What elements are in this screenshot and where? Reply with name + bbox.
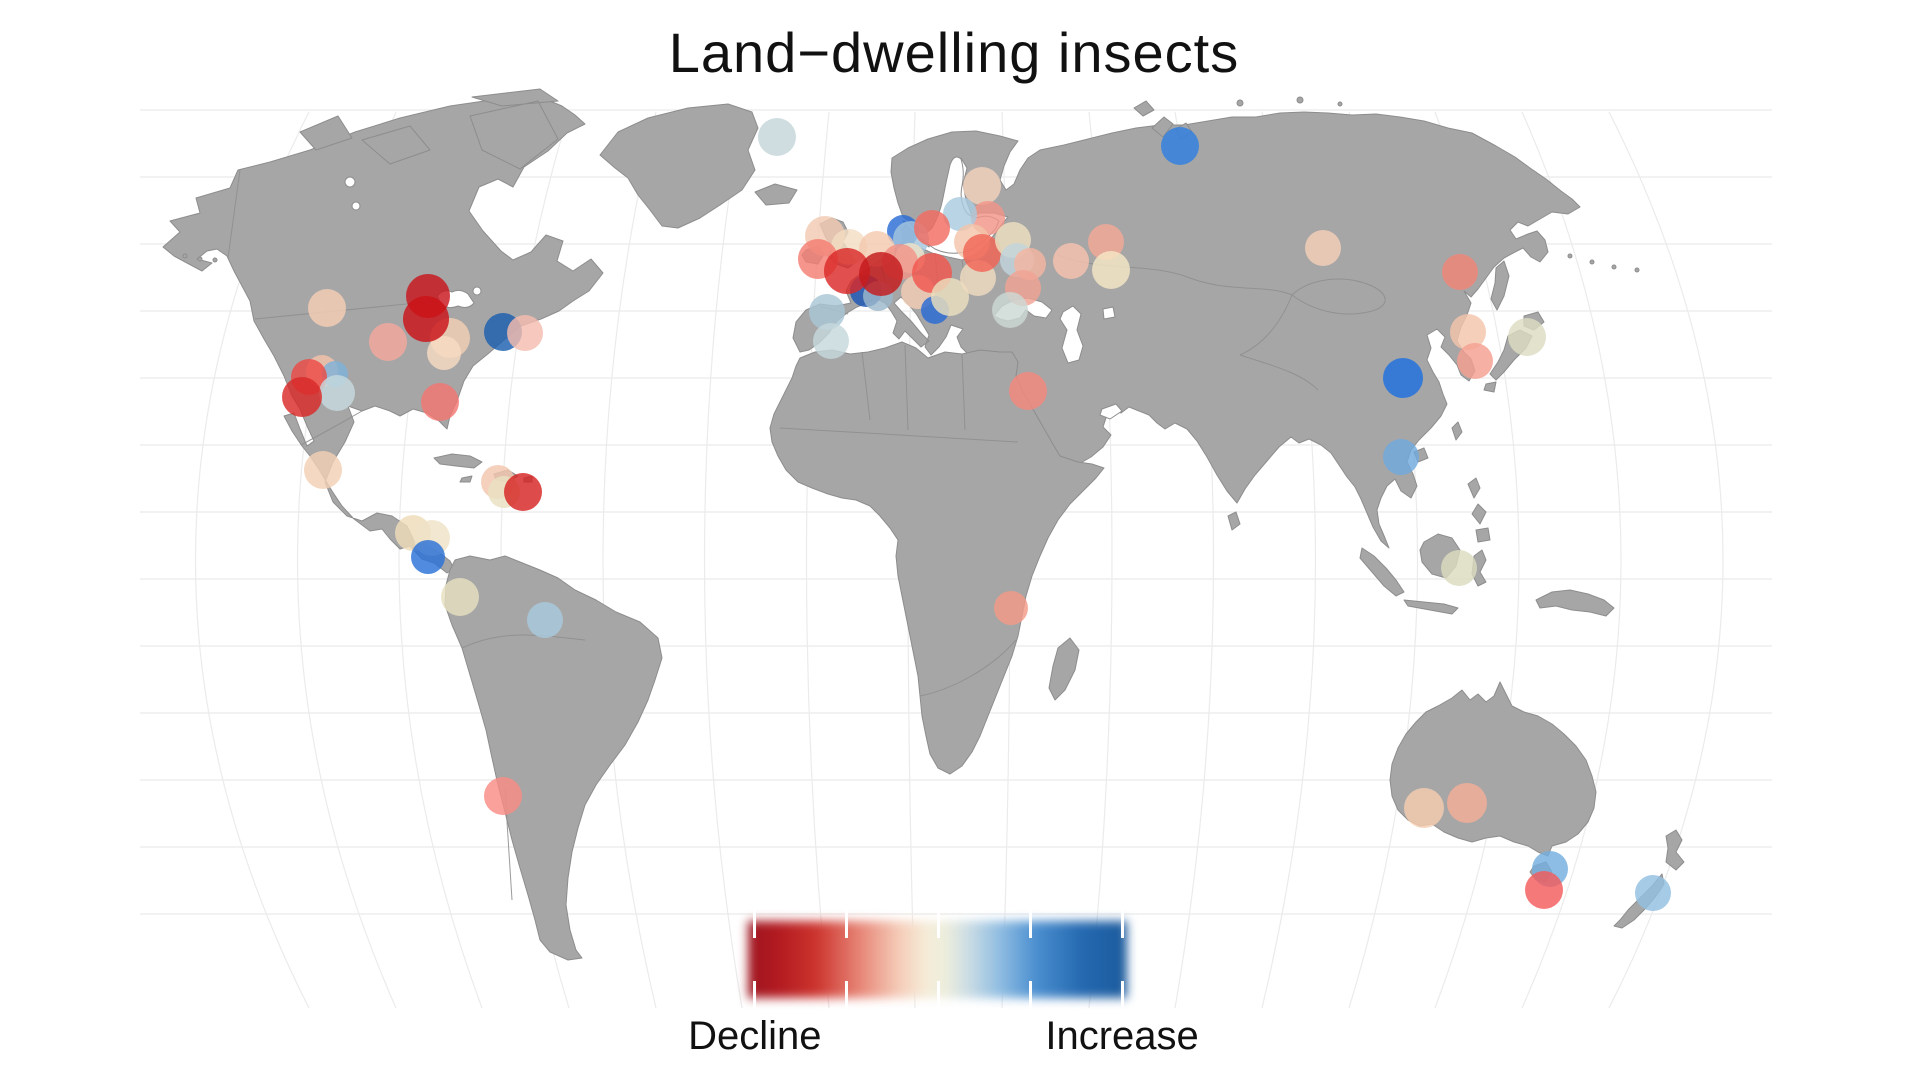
meridian-line: [602, 111, 657, 1009]
new-guinea: [1535, 589, 1615, 617]
aleutian-speck: [1634, 267, 1640, 273]
sumatra: [1359, 547, 1405, 597]
data-point: [931, 278, 969, 316]
data-point: [1092, 251, 1130, 289]
data-point: [758, 118, 796, 156]
data-point: [308, 289, 346, 327]
data-point: [1383, 439, 1419, 475]
island-speck: [1296, 96, 1304, 104]
data-point: [1009, 372, 1047, 410]
data-point: [1305, 230, 1341, 266]
color-scale-tick: [753, 908, 757, 938]
color-scale-tick: [1120, 981, 1124, 1011]
greenland: [599, 103, 759, 229]
data-point: [1441, 550, 1477, 586]
aleutian-speck: [1589, 259, 1595, 265]
data-point: [507, 315, 543, 351]
aleutian-speck: [182, 253, 188, 259]
data-point: [1442, 254, 1478, 290]
data-point: [1053, 243, 1089, 279]
data-point: [963, 167, 1001, 205]
island-speck: [1236, 99, 1244, 107]
color-scale-tick: [753, 981, 757, 1011]
data-point: [943, 197, 977, 231]
color-scale-tick: [1028, 908, 1032, 938]
data-point: [992, 292, 1028, 328]
data-point: [963, 234, 1001, 272]
lake: [472, 286, 482, 296]
data-point: [1525, 871, 1563, 909]
madagascar: [1048, 637, 1080, 701]
south-america: [444, 555, 663, 961]
data-points: [282, 118, 1671, 911]
lake: [344, 176, 356, 188]
color-scale-tick: [1120, 908, 1124, 938]
data-point: [421, 383, 459, 421]
data-point: [1635, 875, 1671, 911]
meridian-line: [703, 111, 743, 1009]
color-scale-tick: [845, 908, 849, 938]
legend-label-increase: Increase: [1045, 1014, 1199, 1058]
data-point: [824, 248, 870, 294]
aleutian-speck: [1567, 253, 1573, 259]
sakhalin: [1490, 260, 1510, 311]
aral-sea: [1102, 306, 1116, 320]
data-point: [1457, 343, 1493, 379]
chart-title: Land−dwelling insects: [668, 21, 1240, 84]
data-point: [859, 252, 903, 296]
java: [1403, 599, 1459, 615]
persian-gulf: [1099, 403, 1123, 420]
philippines: [1467, 477, 1491, 543]
color-scale-tick: [937, 908, 941, 938]
data-point: [1161, 127, 1199, 165]
aleutian-speck: [1611, 264, 1617, 270]
meridian-line: [1608, 111, 1724, 1009]
data-point: [1404, 788, 1444, 828]
data-point: [1383, 358, 1423, 398]
data-point: [813, 323, 849, 359]
data-point: [319, 375, 355, 411]
data-point: [914, 210, 950, 246]
data-point: [809, 294, 845, 330]
data-point: [411, 540, 445, 574]
data-point: [304, 451, 342, 489]
data-point: [1450, 314, 1486, 350]
data-point: [369, 323, 407, 361]
data-point: [403, 296, 449, 342]
data-point: [427, 336, 461, 370]
color-scale-tick: [845, 981, 849, 1011]
data-point: [484, 777, 522, 815]
data-point: [527, 602, 563, 638]
data-point: [504, 473, 542, 511]
island-speck: [1337, 101, 1343, 107]
arctic-islands: [299, 88, 559, 170]
data-point: [441, 578, 479, 616]
data-point: [282, 377, 322, 417]
aleutian-speck: [197, 256, 203, 262]
australia: [1389, 681, 1597, 857]
color-scale-tick: [937, 981, 941, 1011]
meridian-line: [1521, 111, 1622, 1009]
legend-label-decline: Decline: [688, 1014, 822, 1058]
data-point: [1447, 783, 1487, 823]
lake: [351, 201, 361, 211]
aleutian-speck: [212, 257, 218, 263]
data-point: [1508, 318, 1546, 356]
iceland: [754, 183, 798, 206]
africa: [769, 341, 1105, 775]
caspian-sea: [1059, 305, 1084, 364]
color-scale-tick: [1028, 981, 1032, 1011]
data-point: [994, 591, 1028, 625]
data-point: [1088, 224, 1124, 260]
graticule-lines: [140, 109, 1772, 1009]
